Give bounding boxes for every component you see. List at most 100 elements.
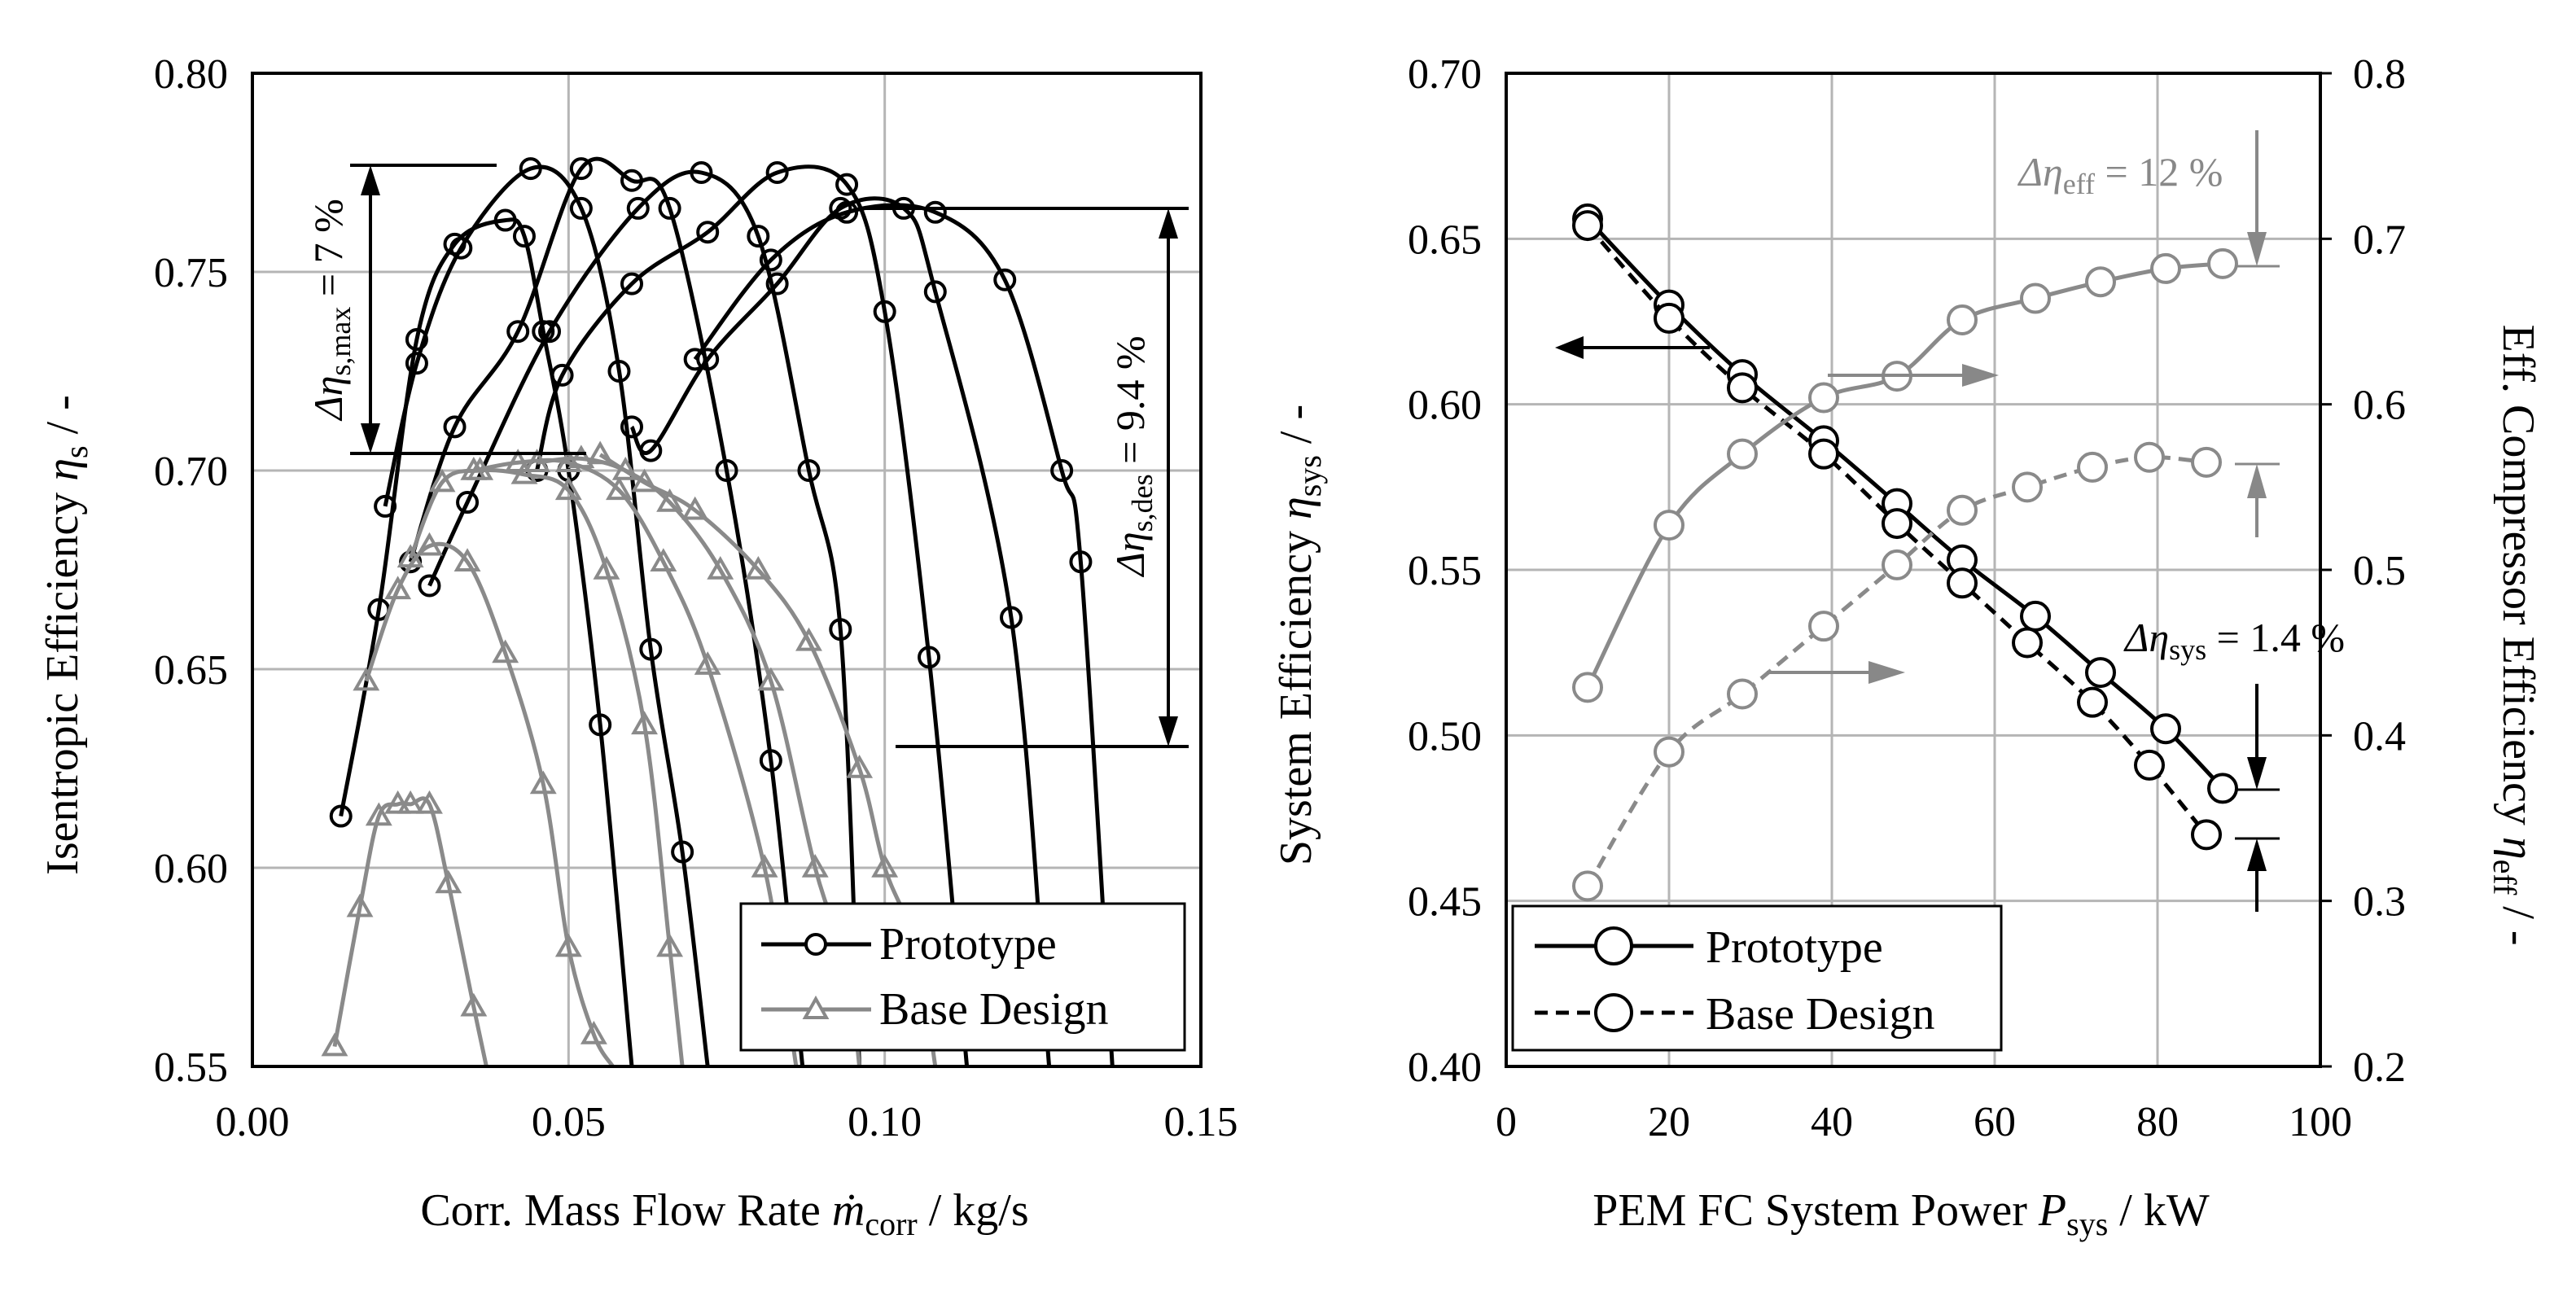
right-marker-prototype-right xyxy=(2207,247,2238,279)
left-marker-prototype xyxy=(569,196,593,220)
svg-text:Δηeff = 12 %: Δηeff = 12 % xyxy=(2017,149,2223,200)
left-marker-base-design xyxy=(801,853,829,878)
right-y2-tick-label: 0.8 xyxy=(2353,51,2406,98)
left-marker-prototype xyxy=(569,157,593,181)
legend-entry-base-design-right: Base Design xyxy=(1535,989,1935,1040)
right-y-tick-label: 0.65 xyxy=(1408,217,1482,263)
right-marker-prototype-left xyxy=(2150,713,2181,745)
left-y-axis-label: Isentropic Efficiency ηs / - xyxy=(37,395,94,875)
left-marker-prototype xyxy=(696,348,720,371)
left-marker-base-design xyxy=(554,476,582,501)
legend-entry-prototype: Prototype xyxy=(761,919,1057,970)
left-marker-base-design xyxy=(757,667,785,691)
right-axes xyxy=(1505,72,2332,1068)
right-marker-base-design-left xyxy=(2134,749,2165,781)
right-y-tick-label: 0.60 xyxy=(1408,383,1482,429)
left-marker-base-design xyxy=(384,790,412,814)
right-y-tick-label: 0.55 xyxy=(1408,548,1482,594)
left-marker-prototype xyxy=(456,491,480,514)
left-annotation-delta-des: Δηs,des = 9.4 % xyxy=(863,207,1189,748)
left-marker-prototype xyxy=(765,272,789,296)
left-marker-prototype xyxy=(493,208,517,232)
left-marker-base-design xyxy=(744,555,772,580)
right-y-tick-label: 0.45 xyxy=(1408,879,1482,926)
right-y-axis-label: System Efficiency ηsys / - xyxy=(1271,405,1328,865)
left-y-tick-label: 0.60 xyxy=(154,846,228,892)
right-marker-base-design-right xyxy=(1808,611,1839,642)
legend-entry-prototype-right: Prototype xyxy=(1535,922,1883,973)
right-series-line-base-design-left xyxy=(1586,224,2208,836)
left-marker-prototype xyxy=(639,439,663,462)
left-marker-prototype xyxy=(1000,606,1023,629)
left-series-line-prototype-speed-5 xyxy=(535,164,970,1066)
left-marker-base-design xyxy=(346,893,374,917)
left-marker-prototype xyxy=(835,173,859,196)
left-marker-prototype xyxy=(1050,459,1074,482)
right-y-tick-label: 0.40 xyxy=(1408,1044,1482,1091)
left-marker-prototype xyxy=(797,459,821,482)
legend-label-base-design: Base Design xyxy=(879,984,1109,1035)
right-marker-prototype-left xyxy=(2085,657,2116,689)
left-marker-prototype xyxy=(696,221,720,244)
left-marker-base-design xyxy=(586,440,614,465)
left-marker-prototype xyxy=(747,225,770,248)
left-marker-base-design xyxy=(694,651,721,675)
right-panel: 0 20 40 60 80 1000.400.450.500.550.600.650.70… xyxy=(1271,51,2543,1242)
left-marker-base-design xyxy=(460,992,488,1017)
right-x-tick-label: 0 xyxy=(1496,1099,1517,1145)
right-marker-base-design-right xyxy=(2191,446,2222,478)
left-marker-base-design xyxy=(353,667,380,691)
right-curves xyxy=(1572,203,2238,902)
left-marker-prototype xyxy=(923,200,947,224)
svg-text:Δηs,max = 7 %: Δηs,max = 7 % xyxy=(305,199,357,422)
left-marker-base-design xyxy=(524,449,550,472)
left-marker-base-design xyxy=(510,460,538,484)
right-y2-tick-label: 0.7 xyxy=(2353,217,2406,263)
right-axis-arrows xyxy=(1555,336,1999,684)
left-marker-prototype xyxy=(443,415,467,439)
left-marker-base-design xyxy=(681,496,709,520)
left-marker-base-design xyxy=(846,754,874,778)
right-x-tick-label: 80 xyxy=(2136,1099,2179,1145)
left-marker-prototype xyxy=(993,268,1017,291)
right-marker-prototype-right xyxy=(2020,282,2051,314)
right-marker-base-design-right xyxy=(1882,549,1912,580)
legend-label-prototype: Prototype xyxy=(879,919,1057,970)
right-marker-base-design-right xyxy=(1727,678,1758,710)
left-marker-base-design xyxy=(606,476,633,501)
left-marker-prototype xyxy=(765,161,789,184)
left-marker-prototype xyxy=(405,352,428,375)
right-marker-base-design-left xyxy=(1947,567,1978,599)
left-marker-base-design xyxy=(650,548,677,571)
right-y2-tick-label: 0.6 xyxy=(2353,383,2406,429)
right-marker-base-design-left xyxy=(1654,302,1684,334)
left-marker-base-design xyxy=(631,468,658,493)
left-marker-base-design xyxy=(567,444,595,469)
left-marker-prototype xyxy=(715,459,738,482)
left-marker-base-design xyxy=(384,576,412,600)
left-y-tick-label: 0.70 xyxy=(154,449,228,495)
right-marker-base-design-right xyxy=(2134,441,2165,473)
left-marker-base-design xyxy=(365,802,392,826)
left-x-tick-label: 0.05 xyxy=(532,1099,606,1145)
left-marker-base-design xyxy=(795,627,822,651)
right-marker-prototype-right xyxy=(2085,266,2116,298)
left-marker-base-design xyxy=(453,548,481,571)
left-marker-base-design xyxy=(396,790,424,814)
left-marker-base-design xyxy=(492,639,519,663)
left-marker-prototype xyxy=(506,320,530,344)
left-marker-prototype xyxy=(918,646,941,669)
left-curves xyxy=(321,156,1115,1066)
left-x-tick-label: 0.00 xyxy=(216,1099,290,1145)
left-marker-base-design xyxy=(504,449,532,472)
right-x-tick-label: 60 xyxy=(1974,1099,2016,1145)
right-y2-axis-label: Eff. Compressor Efficiency ηeff / - xyxy=(2486,325,2543,946)
right-marker-prototype-right xyxy=(1808,382,1839,414)
left-marker-prototype xyxy=(538,320,562,344)
left-y-tick-label: 0.55 xyxy=(154,1044,228,1091)
left-x-axis-label: Corr. Mass Flow Rate ṁcorr / kg/s xyxy=(420,1185,1028,1242)
left-marker-prototype xyxy=(449,236,473,260)
svg-text:Δηs,des = 9.4 %: Δηs,des = 9.4 % xyxy=(1107,335,1159,577)
left-marker-base-design xyxy=(396,544,424,568)
